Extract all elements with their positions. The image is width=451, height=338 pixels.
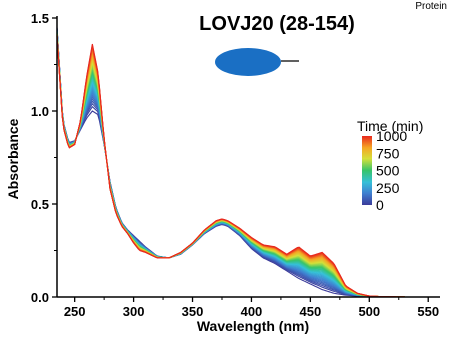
y-tick-label-1: 0.5 (31, 197, 49, 212)
corner-label: Protein (415, 1, 447, 12)
x-tick-label-400: 400 (241, 304, 263, 319)
protein-schematic (215, 48, 299, 76)
x-tick-label-250: 250 (64, 304, 86, 319)
protein-domain-ellipse (215, 48, 281, 76)
y-axis-title: Absorbance (5, 118, 21, 199)
legend-title: Time (min) (357, 118, 423, 134)
x-tick-label-300: 300 (123, 304, 145, 319)
x-axis-ticks: 250 300 350 400 450 500 550 (64, 297, 439, 319)
legend-color-bar (362, 136, 372, 205)
x-tick-label-550: 550 (417, 304, 439, 319)
legend-label-1000: 1000 (376, 128, 407, 144)
y-tick-label-3: 1.5 (31, 11, 49, 26)
y-tick-label-2: 1.0 (31, 104, 49, 119)
x-tick-label-500: 500 (358, 304, 380, 319)
y-tick-label-0: 0.0 (31, 290, 49, 305)
legend-label-0: 0 (376, 197, 384, 213)
x-tick-label-350: 350 (182, 304, 204, 319)
x-axis-title: Wavelength (nm) (197, 318, 309, 334)
chart-title: LOVJ20 (28-154) (199, 13, 355, 35)
legend-label-250: 250 (376, 180, 400, 196)
legend-label-500: 500 (376, 163, 400, 179)
legend-label-750: 750 (376, 145, 400, 161)
x-tick-label-450: 450 (300, 304, 322, 319)
y-axis-ticks: 0.0 0.5 1.0 1.5 (31, 11, 57, 305)
